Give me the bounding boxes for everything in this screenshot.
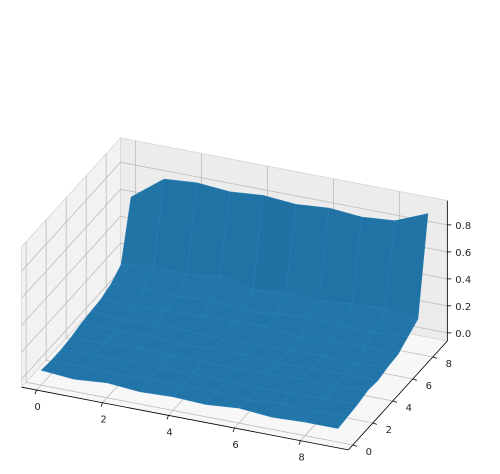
z-grid-line [21, 161, 448, 272]
x-tick-mark [34, 389, 37, 395]
y-tick-label: 0 [366, 447, 372, 458]
z-tick-label: 0.6 [455, 248, 471, 259]
y-grid-line [25, 241, 353, 446]
y-tick-mark [372, 422, 377, 425]
z-tick-label: 0.0 [455, 329, 471, 340]
x-tick-label: 0 [34, 402, 40, 413]
x-axis-line [21, 386, 349, 451]
y-tick-label: 8 [446, 359, 452, 370]
y-axis-line [348, 340, 448, 451]
x-tick-label: 4 [166, 427, 172, 438]
y-tick-mark [352, 444, 357, 447]
y-tick-mark [412, 378, 417, 381]
y-tick-mark [392, 400, 397, 403]
x-tick-label: 6 [232, 440, 238, 451]
x-tick-mark [298, 440, 301, 445]
z-tick-label: 0.4 [455, 275, 471, 286]
y-tick-label: 6 [426, 381, 432, 392]
axis-lines [21, 200, 448, 451]
z-tick-label: 0.8 [455, 221, 471, 232]
y-tick-mark [432, 356, 437, 359]
x-tick-label: 8 [298, 453, 304, 464]
tick-marks [34, 224, 452, 447]
x-tick-mark [100, 402, 103, 407]
tick-labels: 0 2 4 6 8 0 2 4 6 8 0.0 0.2 0.4 0.6 0.8 [34, 221, 471, 464]
y-tick-label: 4 [406, 403, 412, 414]
x-tick-label: 2 [100, 415, 106, 426]
x-tick-mark [232, 427, 235, 433]
z-tick-label: 0.2 [455, 302, 471, 313]
x-tick-mark [166, 415, 169, 420]
surface-facet [304, 411, 349, 429]
y-tick-label: 2 [386, 425, 392, 436]
surface-mesh [40, 178, 429, 429]
